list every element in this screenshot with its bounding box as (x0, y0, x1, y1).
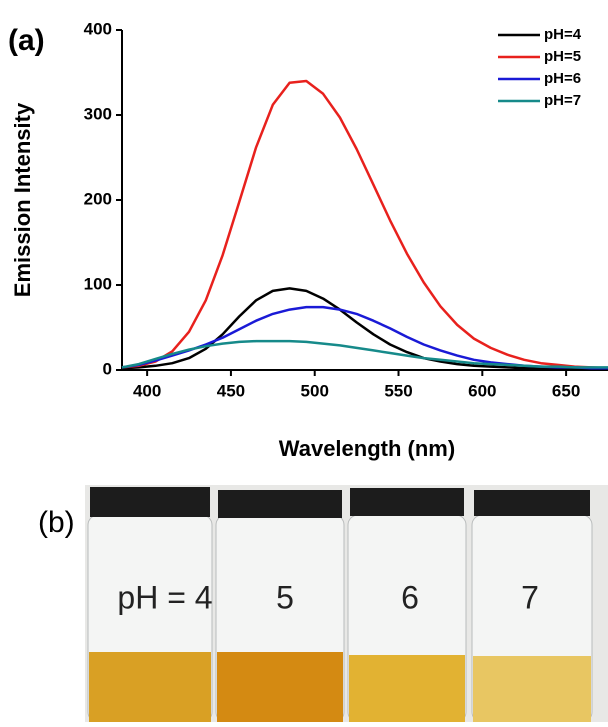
vial-label: pH = 4 (117, 579, 212, 615)
y-tick-label: 100 (84, 274, 112, 293)
plot: 0 100 200 300 400 400 450 500 550 600 650 pH=4 pH=5 p… (84, 19, 608, 400)
panel-label: (a) (8, 24, 45, 57)
legend-label: pH=4 (544, 26, 582, 43)
vial-label: 5 (276, 579, 294, 615)
vial-label: 6 (401, 579, 419, 615)
legend-label: pH=5 (544, 48, 581, 65)
liquid (473, 656, 591, 722)
liquid (217, 652, 343, 722)
series-line (121, 305, 608, 370)
x-tick-label: 450 (217, 381, 245, 400)
x-axis-label: Wavelength (nm) (279, 436, 455, 461)
vial-cap (218, 490, 342, 518)
vial-cap (90, 487, 210, 517)
x-tick-label: 550 (384, 381, 412, 400)
vial-label: 7 (521, 579, 539, 615)
vial-cap (474, 490, 590, 516)
legend-label: pH=7 (544, 92, 581, 109)
panel-label: (b) (38, 506, 75, 539)
x-tick-label: 650 (552, 381, 580, 400)
series-line (121, 79, 608, 370)
liquid (349, 655, 465, 722)
y-tick-label: 400 (84, 19, 112, 38)
liquid (89, 652, 211, 722)
series-line (121, 339, 608, 369)
photo: (b) pH = 4 5 6 7 (38, 485, 608, 723)
series-line (121, 287, 608, 371)
x-tick-label: 400 (133, 381, 161, 400)
y-axis-label: Emission Intensity (10, 102, 35, 297)
y-tick-label: 0 (103, 359, 112, 378)
y-tick-label: 300 (84, 104, 112, 123)
legend-label: pH=6 (544, 70, 581, 87)
x-tick-label: 500 (301, 381, 329, 400)
x-tick-label: 600 (468, 381, 496, 400)
y-tick-label: 200 (84, 189, 112, 208)
vial-cap (350, 488, 464, 516)
